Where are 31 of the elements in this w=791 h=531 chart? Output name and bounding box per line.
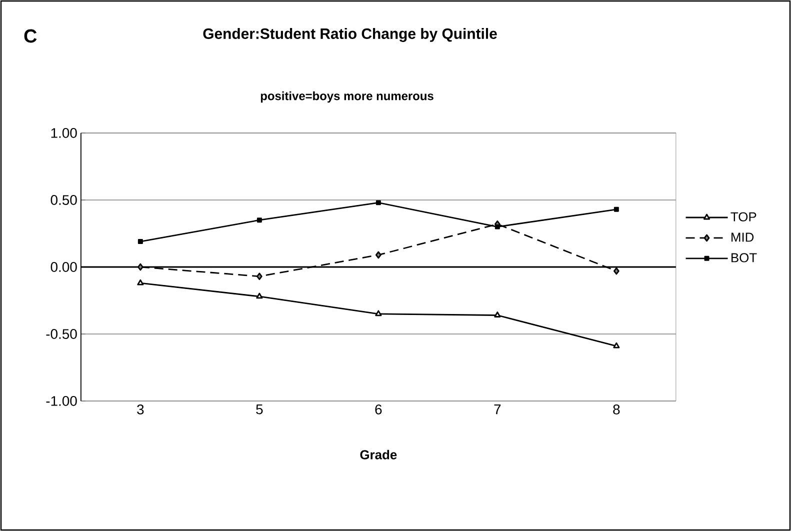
point bbox=[256, 272, 262, 280]
point bbox=[137, 279, 144, 286]
point bbox=[138, 239, 143, 244]
x-tick-label: 7 bbox=[494, 404, 501, 414]
legend-label: MID bbox=[732, 232, 754, 242]
point bbox=[376, 200, 381, 206]
x-tick-label: 3 bbox=[137, 404, 144, 414]
legend-label: BOT bbox=[732, 253, 757, 262]
point bbox=[256, 292, 263, 299]
point bbox=[494, 224, 500, 230]
point bbox=[256, 218, 262, 223]
chart-title: Gender:Student Ratio Change by Quintile bbox=[203, 28, 497, 42]
legend-label: TOP bbox=[730, 212, 756, 222]
x-axis-title: Grade bbox=[360, 450, 397, 460]
point bbox=[613, 342, 620, 348]
y-tick-label: 0.50 bbox=[50, 195, 77, 205]
x-tick-label: 8 bbox=[613, 404, 620, 414]
chart-subtitle: positive=boys more numerous bbox=[260, 91, 434, 103]
point bbox=[375, 310, 382, 316]
text: C bbox=[24, 29, 37, 43]
point bbox=[375, 251, 382, 259]
y-tick-label: 1.00 bbox=[51, 128, 77, 138]
point bbox=[494, 312, 501, 318]
y-tick-label: 0.00 bbox=[50, 262, 77, 272]
y-tick-label: -1.00 bbox=[46, 396, 77, 406]
y-tick-label: -0.50 bbox=[46, 329, 77, 339]
point bbox=[614, 206, 619, 212]
x-tick-label: 5 bbox=[256, 404, 263, 414]
x-tick-label: 6 bbox=[375, 404, 382, 414]
point bbox=[613, 267, 620, 275]
point bbox=[137, 263, 144, 271]
